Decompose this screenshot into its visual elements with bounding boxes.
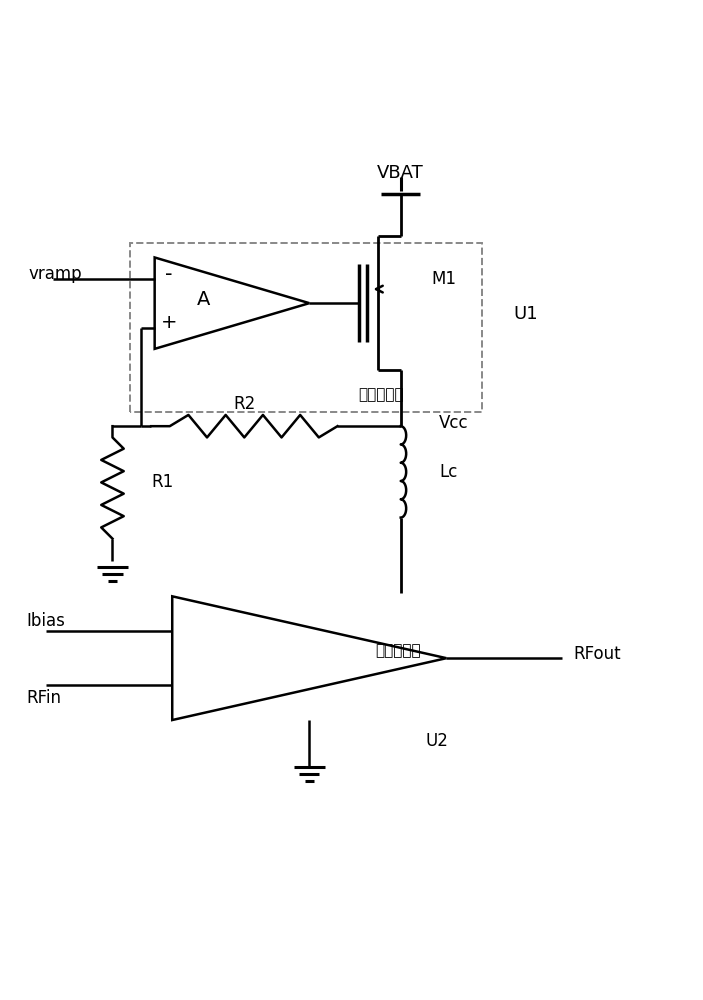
Text: VBAT: VBAT (378, 164, 424, 182)
Text: RFin: RFin (27, 689, 62, 707)
Text: M1: M1 (431, 270, 456, 288)
Text: Vcc: Vcc (439, 414, 469, 432)
Text: Ibias: Ibias (27, 612, 65, 630)
Text: Lc: Lc (439, 463, 458, 481)
Text: U1: U1 (513, 305, 538, 323)
Text: A: A (197, 290, 211, 309)
Text: R1: R1 (151, 473, 174, 491)
Text: U2: U2 (425, 732, 449, 750)
Text: 功率放大器: 功率放大器 (375, 644, 420, 659)
Text: RFout: RFout (573, 645, 621, 663)
Text: 线性稳压器: 线性稳压器 (358, 387, 404, 402)
Text: -: - (165, 264, 172, 284)
Text: +: + (160, 313, 177, 332)
Text: R2: R2 (233, 395, 255, 413)
Text: vramp: vramp (28, 265, 82, 283)
